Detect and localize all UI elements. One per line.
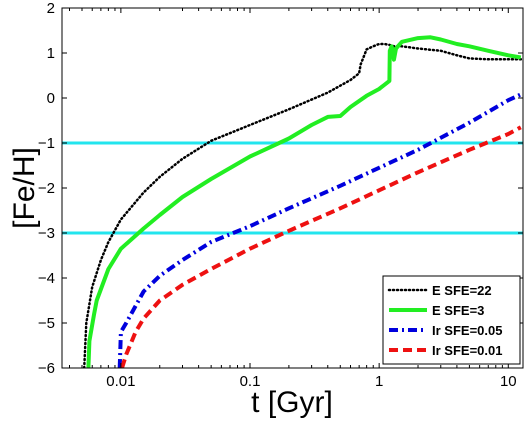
y-tick-label: 2 xyxy=(47,0,55,17)
y-tick-label: 1 xyxy=(47,45,55,62)
ticks: 0.01 0.1 1 10 −6 −5 −4 −3 −2 −1 0 1 2 xyxy=(38,0,523,390)
series-layer xyxy=(82,35,523,368)
series-line-2 xyxy=(86,35,522,368)
x-tick-label: 0.01 xyxy=(106,373,135,390)
y-tick-label: −4 xyxy=(38,270,55,287)
legend-label-2: E SFE=3 xyxy=(432,303,484,318)
y-tick-label: 0 xyxy=(47,90,55,107)
legend: E SFE=22 E SFE=3 Ir SFE=0.05 Ir SFE=0.01 xyxy=(382,275,521,365)
y-tick-label: −5 xyxy=(38,315,55,332)
x-tick-label: 10 xyxy=(500,373,517,390)
legend-label-3: Ir SFE=0.05 xyxy=(432,323,502,338)
legend-label-1: E SFE=22 xyxy=(432,283,492,298)
y-tick-label: −1 xyxy=(38,135,55,152)
series-line-4 xyxy=(120,125,522,368)
y-tick-label: −6 xyxy=(38,360,55,377)
x-axis-label: t [Gyr] xyxy=(251,386,333,419)
series-line-1 xyxy=(82,42,523,368)
y-tick-label: −3 xyxy=(38,225,55,242)
x-tick-label: 1 xyxy=(375,373,383,390)
legend-label-4: Ir SFE=0.01 xyxy=(432,343,502,358)
y-axis-label: [Fe/H] xyxy=(8,147,41,229)
y-tick-label: −2 xyxy=(38,180,55,197)
series-line-3 xyxy=(117,92,522,368)
x-tick-label: 0.1 xyxy=(240,373,261,390)
